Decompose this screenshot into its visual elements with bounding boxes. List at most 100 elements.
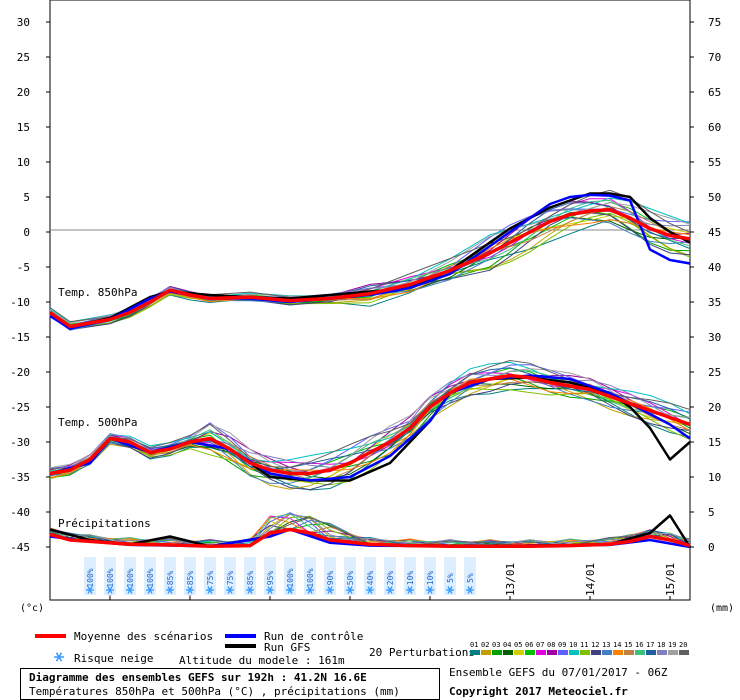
legend-control-label: Run de contrôle	[264, 630, 363, 643]
perturbation-legend-number: 06	[525, 641, 533, 649]
mean-precip-line	[49, 527, 691, 549]
snow-risk-label: 100%	[126, 568, 135, 587]
left-tick-label: -20	[10, 366, 30, 379]
perturbation-legend-number: 16	[635, 641, 643, 649]
snowflake-icon	[346, 586, 354, 594]
perturbation-legend-swatch	[547, 650, 557, 655]
credit-copyright: Copyright 2017 Meteociel.fr	[449, 685, 628, 698]
perturbation-legend-number: 02	[481, 641, 489, 649]
perturbation-legend-number: 15	[624, 641, 632, 649]
left-tick-label: -30	[10, 436, 30, 449]
title-line-1: Diagramme des ensembles GEFS sur 192h : …	[29, 671, 367, 684]
snowflake-icon	[126, 586, 134, 594]
snowflake-icon	[206, 586, 214, 594]
snow-risk-label: 100%	[306, 568, 315, 587]
right-axis-unit: (mm)	[710, 603, 734, 614]
x-tick-label: 13/01	[504, 563, 517, 596]
right-tick-label: 55	[708, 156, 721, 169]
snow-risk-cell	[344, 557, 356, 595]
right-tick-label: 25	[708, 366, 721, 379]
x-tick-label: 15/01	[664, 563, 677, 596]
left-tick-label: -35	[10, 471, 30, 484]
x-tick-label: 14/01	[584, 563, 597, 596]
perturbation-legend: 01 02 03 04 05 06 07 08 09 10 11 12 13 14 15 16 17 18 19 20	[470, 641, 689, 655]
left-tick-label: -10	[10, 296, 30, 309]
snow-risk-label: 20%	[386, 571, 395, 586]
legend-altitude: Altitude du modele : 161m	[179, 654, 345, 667]
snow-risk-label: 100%	[286, 568, 295, 587]
mean-t850-line	[48, 207, 691, 329]
snow-risk-label: 85%	[246, 571, 255, 586]
main-series-lines	[48, 192, 692, 549]
perturbation-legend-number: 18	[657, 641, 665, 649]
left-tick-label: -25	[10, 401, 30, 414]
right-tick-label: 40	[708, 261, 721, 274]
perturbation-legend-number: 03	[492, 641, 500, 649]
right-tick-label: 60	[708, 121, 721, 134]
snow-risk-cell	[464, 557, 476, 595]
snow-risk-cell	[384, 557, 396, 595]
right-tick-label: 65	[708, 86, 721, 99]
right-tick-label: 0	[708, 541, 715, 554]
snow-risk-label: 75%	[226, 571, 235, 586]
panel-label-t500: Temp. 500hPa	[58, 416, 137, 429]
left-tick-label: 15	[17, 121, 30, 134]
snow-risk-cell	[204, 557, 216, 595]
snow-risk-label: 10%	[406, 571, 415, 586]
credit-run: Ensemble GEFS du 07/01/2017 - 06Z	[449, 666, 668, 679]
perturbation-legend-number: 07	[536, 641, 544, 649]
right-tick-label: 50	[708, 191, 721, 204]
perturbation-legend-swatch	[657, 650, 667, 655]
perturbation-legend-swatch	[635, 650, 645, 655]
panel-label-precip: Précipitations	[58, 517, 151, 530]
perturbation-legend-number: 10	[569, 641, 577, 649]
perturbation-legend-swatch	[580, 650, 590, 655]
perturbation-legend-number: 19	[668, 641, 676, 649]
snowflake-icon	[146, 586, 154, 594]
snow-risk-cell	[244, 557, 256, 595]
snowflake-icon	[86, 586, 94, 594]
snowflake-icon	[386, 586, 394, 594]
left-tick-label: -45	[10, 541, 30, 554]
snow-risk-label: 90%	[326, 571, 335, 586]
panel-label-t850: Temp. 850hPa	[58, 286, 137, 299]
snow-risk-label: 75%	[206, 571, 215, 586]
left-tick-label: -40	[10, 506, 30, 519]
snow-risk-cell	[424, 557, 436, 595]
perturbation-legend-number: 20	[679, 641, 687, 649]
right-tick-label: 5	[708, 506, 715, 519]
perturbation-legend-swatch	[624, 650, 634, 655]
perturbation-legend-number: 01	[470, 641, 478, 649]
snow-risk-label: 100%	[106, 568, 115, 587]
snow-risk-cell	[184, 557, 196, 595]
snow-risk-cell	[144, 557, 156, 595]
snow-risk-cell	[304, 557, 316, 595]
snowflake-icon	[366, 586, 374, 594]
perturbation-legend-number: 11	[580, 641, 588, 649]
perturbation-legend-swatch	[470, 650, 480, 655]
perturbation-legend-swatch	[679, 650, 689, 655]
right-tick-label: 45	[708, 226, 721, 239]
left-tick-label: 5	[23, 191, 30, 204]
snowflake-icon	[266, 586, 274, 594]
left-tick-label: -5	[17, 261, 30, 274]
title-line-2: Températures 850hPa et 500hPa (°C) , pré…	[29, 685, 400, 698]
snowflake-icon	[286, 586, 294, 594]
snowflake-icon	[406, 586, 414, 594]
snow-risk-cell	[444, 557, 456, 595]
left-axis-unit: (°c)	[20, 603, 44, 614]
title-box: Diagramme des ensembles GEFS sur 192h : …	[20, 668, 440, 700]
snowflake-icon	[246, 586, 254, 594]
legend-perturbations-label: 20 Perturbations	[369, 646, 475, 659]
legend-mean-label: Moyenne des scénarios	[74, 630, 213, 643]
snowflake-icon	[166, 586, 174, 594]
perturbation-legend-swatch	[646, 650, 656, 655]
left-tick-label: 0	[23, 226, 30, 239]
left-axis: 30 25 20 15 10 5 0 -5 -10 -15 -20 -25 -30 -35 -40 -45	[10, 16, 50, 554]
snow-risk-cell	[264, 557, 276, 595]
right-tick-label: 75	[708, 16, 721, 29]
right-tick-label: 35	[708, 296, 721, 309]
legend-snow-label: Risque neige	[74, 652, 153, 665]
right-tick-label: 30	[708, 331, 721, 344]
